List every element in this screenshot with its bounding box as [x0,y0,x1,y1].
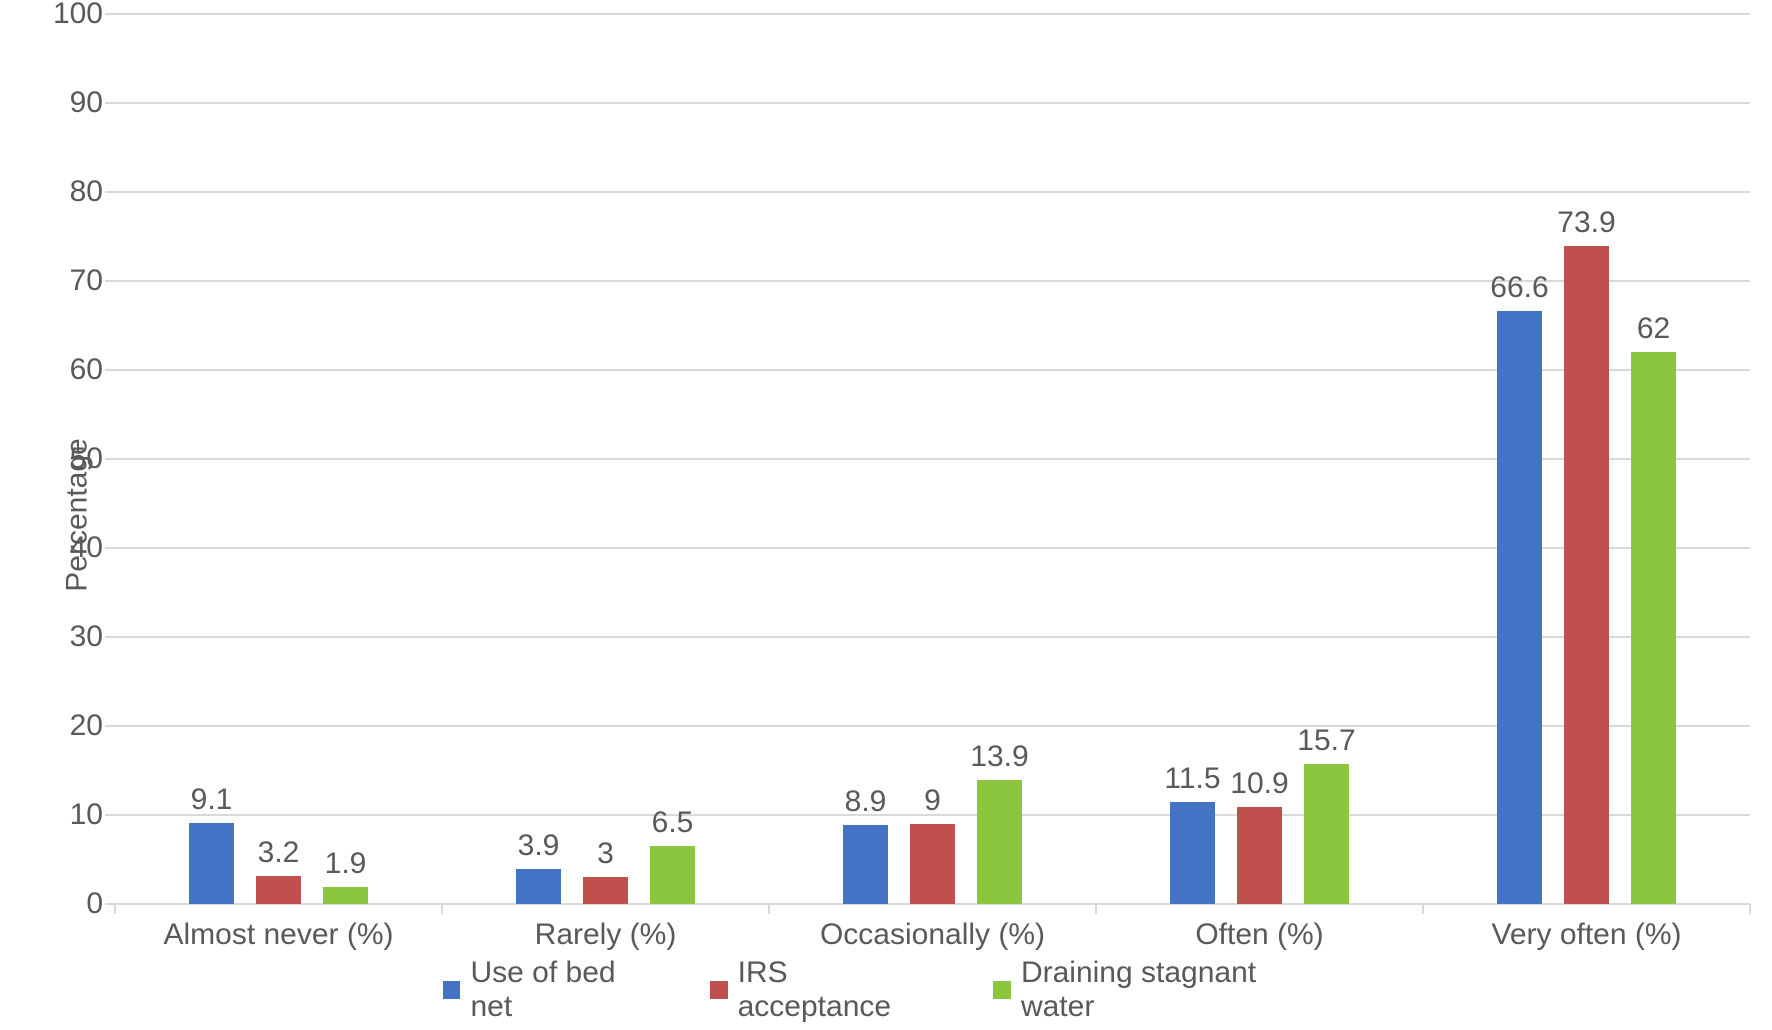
y-tick-mark [105,814,115,816]
bar [1564,246,1609,904]
x-tick-mark [441,904,443,914]
y-tick-mark [105,280,115,282]
legend-item: Draining stagnant water [993,956,1329,1024]
chart-container: Percentage 0102030405060708090100Almost … [0,0,1772,1030]
bar-value-label: 15.7 [1297,724,1355,758]
bar-value-label: 1.9 [325,847,367,881]
y-tick-mark [105,725,115,727]
x-category-label: Occasionally (%) [820,904,1045,952]
bar-value-label: 13.9 [970,740,1028,774]
bar-value-label: 73.9 [1557,206,1615,240]
y-tick-mark [105,102,115,104]
legend-swatch [443,981,460,999]
gridline [115,191,1750,193]
bar-value-label: 3 [597,837,614,871]
y-tick-mark [105,369,115,371]
legend-label: Use of bed net [470,956,660,1024]
bar-value-label: 10.9 [1230,767,1288,801]
y-tick-mark [105,547,115,549]
bar [843,825,888,904]
x-tick-mark [1749,904,1751,914]
y-tick-label: 100 [53,0,115,31]
bar [323,887,368,904]
legend-item: IRS acceptance [710,956,943,1024]
bar-value-label: 3.2 [258,836,300,870]
bar-value-label: 3.9 [518,829,560,863]
x-tick-mark [114,904,116,914]
bar-value-label: 66.6 [1490,271,1548,305]
bar [583,877,628,904]
bar-value-label: 9 [924,784,941,818]
legend: Use of bed net IRS acceptance Draining sta… [443,956,1329,1024]
legend-swatch [993,981,1011,999]
x-tick-mark [1095,904,1097,914]
bar [977,780,1022,904]
legend-label: Draining stagnant water [1021,956,1329,1024]
bar-value-label: 11.5 [1164,762,1220,796]
bar-value-label: 9.1 [191,783,233,817]
plot-area: 0102030405060708090100Almost never (%)9.… [115,14,1750,904]
legend-item: Use of bed net [443,956,660,1024]
bar [189,823,234,904]
x-category-label: Almost never (%) [163,904,393,952]
legend-swatch [710,981,728,999]
bar [910,824,955,904]
bar [1170,802,1215,904]
bar [1497,311,1542,904]
y-tick-mark [105,636,115,638]
bar-value-label: 8.9 [845,785,887,819]
x-category-label: Very often (%) [1491,904,1681,952]
x-category-label: Rarely (%) [535,904,677,952]
bar [1237,807,1282,904]
gridline [115,102,1750,104]
y-tick-mark [105,13,115,15]
bar [650,846,695,904]
bar [516,869,561,904]
bar [1304,764,1349,904]
gridline [115,13,1750,15]
bar-value-label: 62 [1637,312,1670,346]
bar-value-label: 6.5 [652,806,694,840]
x-tick-mark [1422,904,1424,914]
x-category-label: Often (%) [1195,904,1323,952]
bar [1631,352,1676,904]
bar [256,876,301,904]
y-tick-mark [105,458,115,460]
legend-label: IRS acceptance [738,956,944,1024]
x-tick-mark [768,904,770,914]
y-tick-mark [105,191,115,193]
